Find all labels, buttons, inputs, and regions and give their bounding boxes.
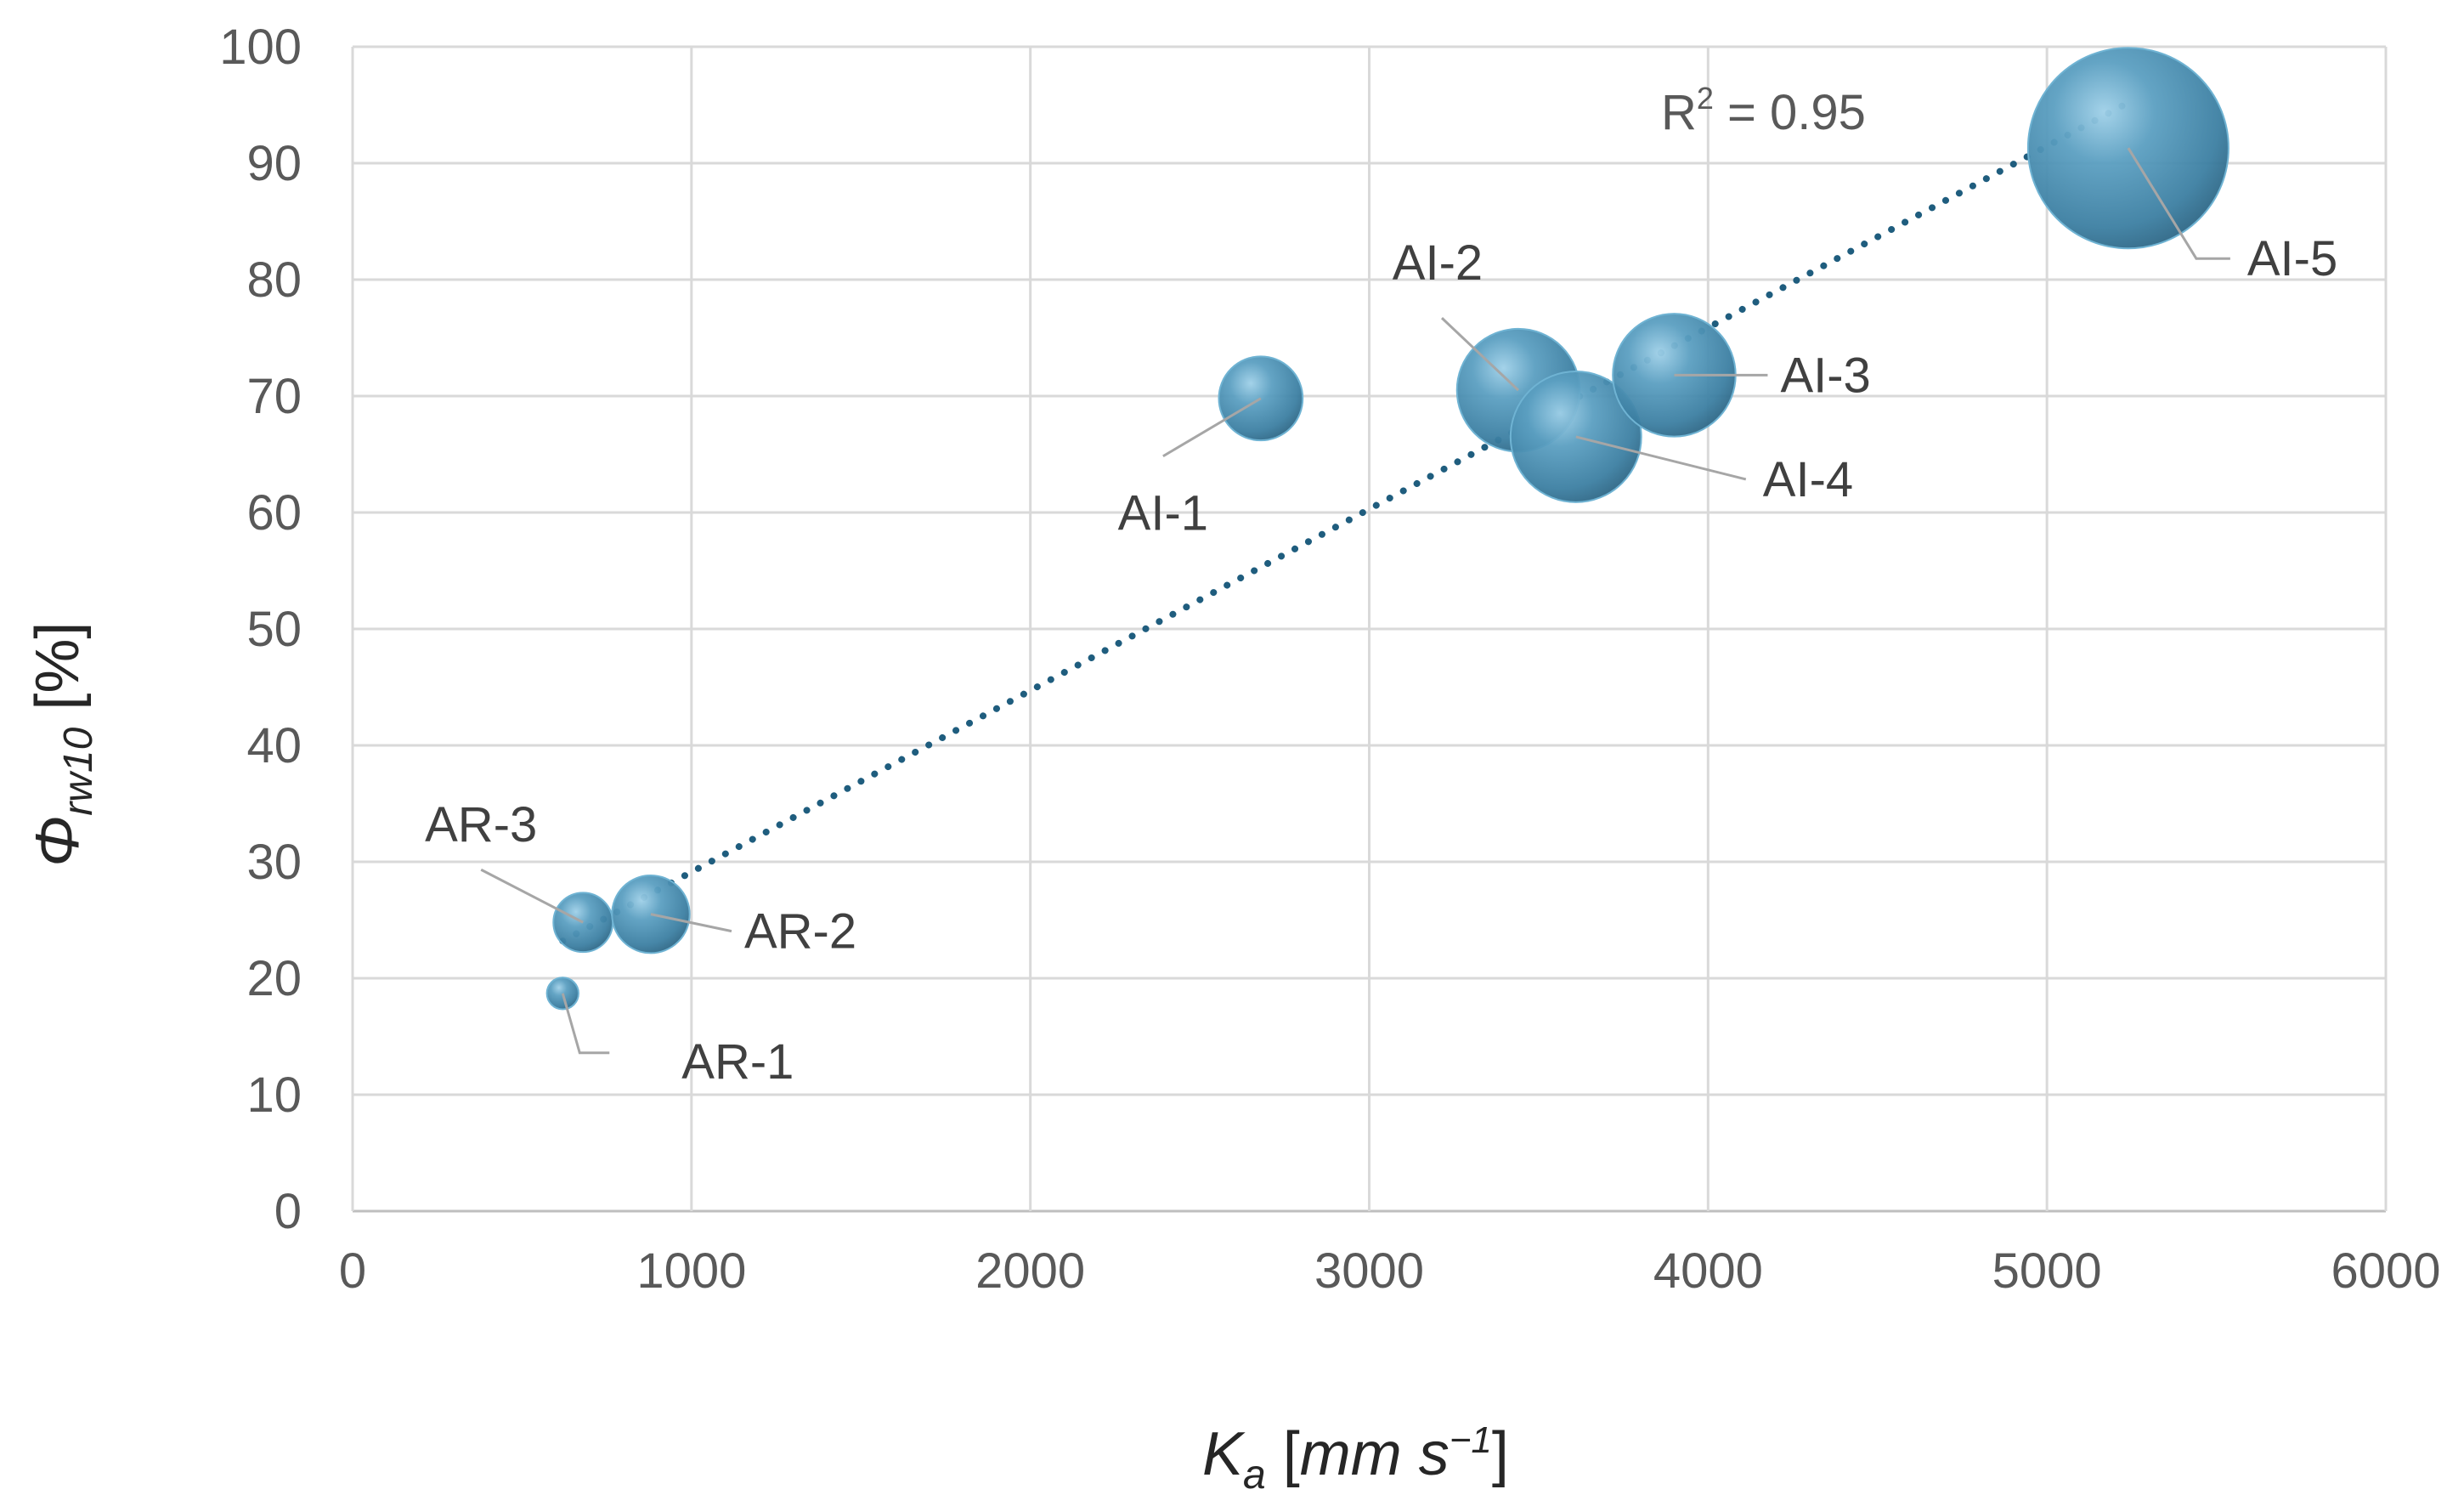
point-labels: AR-1 AR-3 AR-2 AI-1 AI-2 AI-4 AI-3 AI-5	[425, 231, 2337, 1090]
point-label-ar-2: AR-2	[744, 904, 856, 960]
y-tick-label: 0	[274, 1184, 302, 1239]
y-tick-label: 10	[246, 1067, 302, 1123]
x-tick-label: 6000	[2331, 1243, 2440, 1299]
x-tick-label: 5000	[1992, 1243, 2102, 1299]
r2-annotation: R2 = 0.95	[1661, 81, 1866, 140]
x-tick-label: 0	[339, 1243, 366, 1299]
y-tick-label: 80	[246, 252, 302, 308]
leader-line	[561, 993, 610, 1055]
y-tick-label: 30	[246, 835, 302, 890]
point-label-ai-2: AI-2	[1393, 235, 1483, 291]
leader-line	[1162, 397, 1262, 458]
y-tick-label: 70	[246, 369, 302, 424]
y-tick-label: 60	[246, 485, 302, 541]
leader-line	[1575, 435, 1747, 481]
leader-line	[480, 868, 584, 924]
leader-line	[2127, 147, 2230, 260]
x-tick-label: 3000	[1314, 1243, 1424, 1299]
x-axis-title: Ka [mm s−1]	[1202, 1419, 1509, 1498]
point-label-ar-3: AR-3	[425, 797, 537, 852]
bubble-ar-2	[611, 874, 691, 954]
grid-lines	[351, 45, 2388, 1213]
trendline	[559, 99, 2132, 945]
bubbles	[545, 47, 2229, 1011]
x-tick-label: 2000	[975, 1243, 1085, 1299]
point-label-ai-1: AI-1	[1118, 486, 1208, 541]
y-tick-label: 40	[246, 718, 302, 773]
y-tick-label: 50	[246, 602, 302, 657]
label-leaders	[480, 147, 2230, 1055]
leader-line	[1440, 317, 1520, 392]
x-axis-ticks: 0 1000 2000 3000 4000 5000 6000	[339, 1243, 2441, 1299]
leader-line	[650, 913, 732, 933]
x-tick-label: 4000	[1653, 1243, 1763, 1299]
point-label-ai-4: AI-4	[1763, 452, 1853, 507]
point-label-ai-3: AI-3	[1780, 348, 1870, 403]
trendline-path	[559, 99, 2132, 945]
y-axis-ticks: 0 10 20 30 40 50 60 70 80 90 100	[219, 20, 302, 1239]
point-label-ar-1: AR-1	[681, 1034, 794, 1090]
y-tick-label: 90	[246, 136, 302, 191]
y-tick-label: 20	[246, 951, 302, 1006]
point-label-ai-5: AI-5	[2247, 231, 2337, 286]
x-tick-label: 1000	[636, 1243, 746, 1299]
y-tick-label: 100	[219, 20, 302, 75]
y-axis-title: Φrw10 [%]	[24, 622, 101, 867]
